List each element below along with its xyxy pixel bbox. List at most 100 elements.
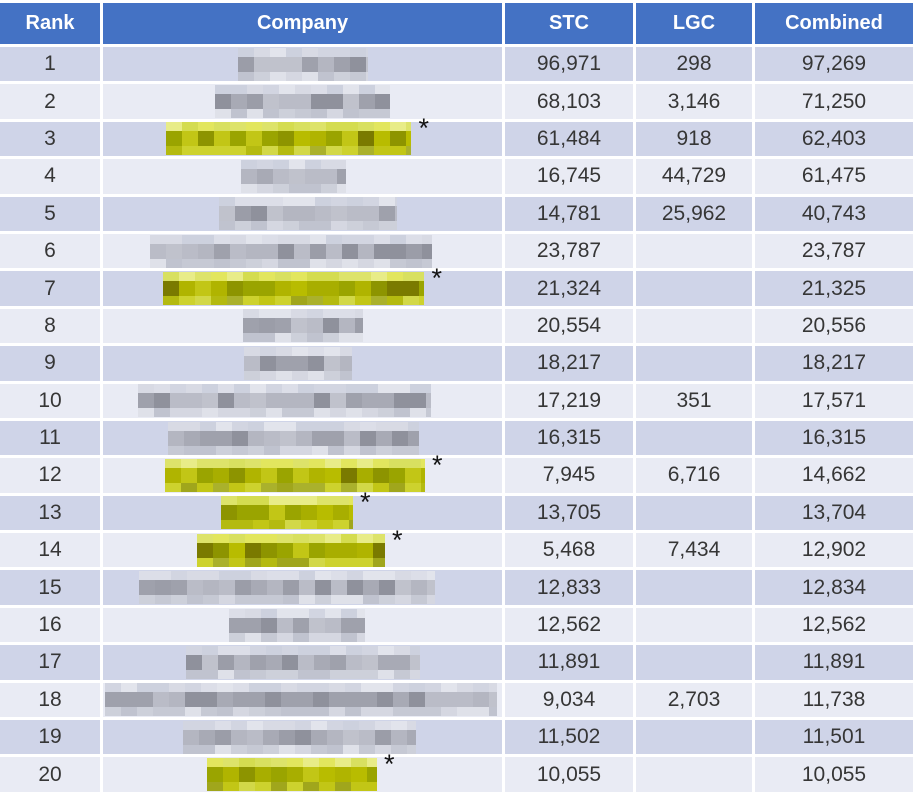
- company-cell: *: [103, 451, 502, 493]
- table-row: 5 14,781 25,962 40,743: [0, 196, 913, 231]
- combined-cell: 12,902: [755, 533, 913, 568]
- lgc-cell: 2,703: [636, 682, 752, 718]
- rank-cell: 18: [0, 682, 100, 718]
- company-cell: [103, 196, 502, 231]
- stc-cell: 18,217: [505, 346, 633, 381]
- company-cell: *: [103, 115, 502, 157]
- combined-cell: 11,501: [755, 720, 913, 755]
- lgc-cell: 298: [636, 47, 752, 82]
- stc-cell: 5,468: [505, 533, 633, 568]
- company-cell: [103, 420, 502, 456]
- lgc-cell: [636, 757, 752, 792]
- table-row: 18 9,034 2,703 11,738: [0, 682, 913, 718]
- stc-cell: 13,705: [505, 495, 633, 531]
- rank-cell: 1: [0, 47, 100, 82]
- rank-cell: 11: [0, 420, 100, 456]
- rank-cell: 4: [0, 159, 100, 194]
- table-row: 6 23,787 23,787: [0, 233, 913, 269]
- lgc-cell: 351: [636, 383, 752, 418]
- lgc-cell: [636, 420, 752, 456]
- rank-cell: 16: [0, 607, 100, 643]
- rank-cell: 9: [0, 346, 100, 381]
- lgc-cell: [636, 495, 752, 531]
- header-row: Rank Company STC LGC Combined: [0, 3, 913, 44]
- table-row: 13 * 13,705 13,704: [0, 489, 913, 531]
- stc-cell: 96,971: [505, 47, 633, 82]
- table-row: 11 16,315 16,315: [0, 420, 913, 456]
- redacted-company-blob: [183, 720, 416, 754]
- table-row: 14 * 5,468 7,434 12,902: [0, 526, 913, 568]
- combined-cell: 20,556: [755, 308, 913, 344]
- lgc-cell: 25,962: [636, 196, 752, 231]
- combined-cell: 11,891: [755, 645, 913, 680]
- company-cell: *: [103, 751, 502, 792]
- combined-cell: 16,315: [755, 420, 913, 456]
- company-cell: [103, 308, 502, 344]
- stc-cell: 9,034: [505, 682, 633, 718]
- rank-cell: 3: [0, 121, 100, 157]
- rank-cell: 10: [0, 383, 100, 418]
- combined-cell: 62,403: [755, 121, 913, 157]
- redacted-company-blob: [228, 608, 365, 642]
- lgc-cell: 3,146: [636, 84, 752, 119]
- redacted-company-blob: [138, 571, 435, 605]
- redacted-company-blob: [168, 421, 419, 455]
- stc-cell: 14,781: [505, 196, 633, 231]
- lgc-cell: [636, 346, 752, 381]
- lgc-cell: [636, 271, 752, 306]
- column-header-combined: Combined: [755, 3, 913, 44]
- stc-cell: 12,833: [505, 570, 633, 605]
- company-cell: [103, 346, 502, 381]
- stc-cell: 7,945: [505, 458, 633, 493]
- company-cell: [103, 233, 502, 269]
- company-cell: *: [103, 526, 502, 568]
- column-header-rank: Rank: [0, 3, 100, 44]
- rank-cell: 8: [0, 308, 100, 344]
- stc-cell: 10,055: [505, 757, 633, 792]
- lgc-cell: 7,434: [636, 533, 752, 568]
- lgc-cell: [636, 308, 752, 344]
- combined-cell: 17,571: [755, 383, 913, 418]
- company-cell: [103, 682, 502, 718]
- company-cell: [103, 47, 502, 82]
- table-row: 20 * 10,055 10,055: [0, 751, 913, 792]
- redacted-company-blob: [185, 645, 420, 679]
- table-row: 17 11,891 11,891: [0, 645, 913, 680]
- rank-cell: 12: [0, 458, 100, 493]
- lgc-cell: [636, 233, 752, 269]
- table-row: 1 96,971 298 97,269: [0, 47, 913, 82]
- rank-cell: 14: [0, 533, 100, 568]
- combined-cell: 97,269: [755, 47, 913, 82]
- company-cell: [103, 84, 502, 119]
- lgc-cell: [636, 645, 752, 680]
- lgc-cell: 44,729: [636, 159, 752, 194]
- combined-cell: 21,325: [755, 271, 913, 306]
- stc-cell: 20,554: [505, 308, 633, 344]
- stc-cell: 23,787: [505, 233, 633, 269]
- table-row: 19 11,502 11,501: [0, 720, 913, 755]
- combined-cell: 14,662: [755, 458, 913, 493]
- lgc-cell: 6,716: [636, 458, 752, 493]
- table-body: 1 96,971 298 97,269 2 68,103 3,146 71,25…: [0, 47, 913, 792]
- company-cell: [103, 159, 502, 194]
- combined-cell: 13,704: [755, 495, 913, 531]
- rank-cell: 6: [0, 233, 100, 269]
- company-cell: [103, 645, 502, 680]
- company-cell: [103, 607, 502, 643]
- asterisk-marker: *: [359, 487, 371, 518]
- combined-cell: 40,743: [755, 196, 913, 231]
- redacted-company-blob: [242, 309, 363, 343]
- combined-cell: 10,055: [755, 757, 913, 792]
- redacted-company-blob: *: [163, 265, 442, 306]
- rank-cell: 15: [0, 570, 100, 605]
- stc-cell: 21,324: [505, 271, 633, 306]
- redacted-company-blob: *: [196, 526, 403, 567]
- lgc-cell: [636, 570, 752, 605]
- lgc-cell: 918: [636, 121, 752, 157]
- stc-cell: 12,562: [505, 607, 633, 643]
- table-row: 16 12,562 12,562: [0, 607, 913, 643]
- asterisk-marker: *: [418, 113, 429, 144]
- combined-cell: 18,217: [755, 346, 913, 381]
- company-cell: [103, 383, 502, 418]
